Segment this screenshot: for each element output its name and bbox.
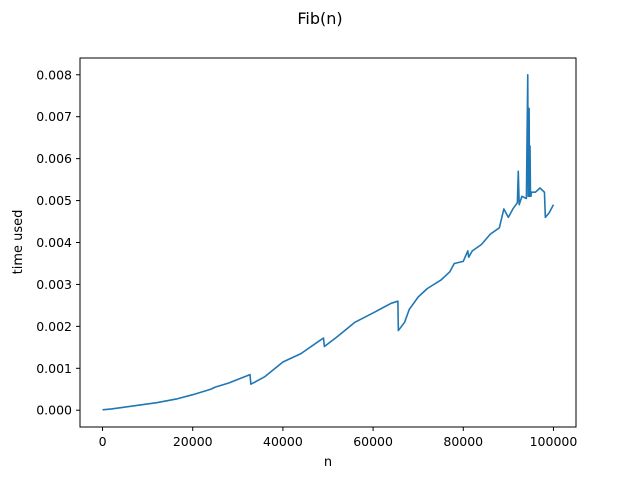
y-tick-label: 0.002 bbox=[36, 319, 72, 334]
axes-frame bbox=[79, 57, 577, 428]
y-tick-label: 0.005 bbox=[36, 193, 72, 208]
y-tick-label: 0.008 bbox=[36, 67, 72, 82]
x-tick-label: 80000 bbox=[443, 434, 483, 449]
x-tick-label: 20000 bbox=[173, 434, 213, 449]
y-tick-label: 0.001 bbox=[36, 361, 72, 376]
y-tick-label: 0.000 bbox=[36, 403, 72, 418]
x-tick-label: 60000 bbox=[353, 434, 393, 449]
y-tick-label: 0.006 bbox=[36, 151, 72, 166]
y-tick-label: 0.003 bbox=[36, 277, 72, 292]
plot-area bbox=[102, 73, 555, 411]
y-axis: 0.000 0.001 0.002 0.003 0.004 0.005 0.006 0.007… bbox=[36, 67, 80, 418]
chart-title: Fib(n) bbox=[297, 9, 342, 28]
y-axis-label: time used bbox=[11, 210, 26, 275]
x-axis: 0 20000 40000 60000 80000 100000 bbox=[99, 427, 578, 449]
x-tick-label: 40000 bbox=[263, 434, 303, 449]
y-tick-label: 0.004 bbox=[36, 235, 72, 250]
x-axis-label: n bbox=[324, 455, 332, 470]
x-tick-label: 0 bbox=[99, 434, 107, 449]
y-tick-label: 0.007 bbox=[36, 109, 72, 124]
series-line-0 bbox=[102, 73, 555, 411]
x-tick-label: 100000 bbox=[530, 434, 578, 449]
